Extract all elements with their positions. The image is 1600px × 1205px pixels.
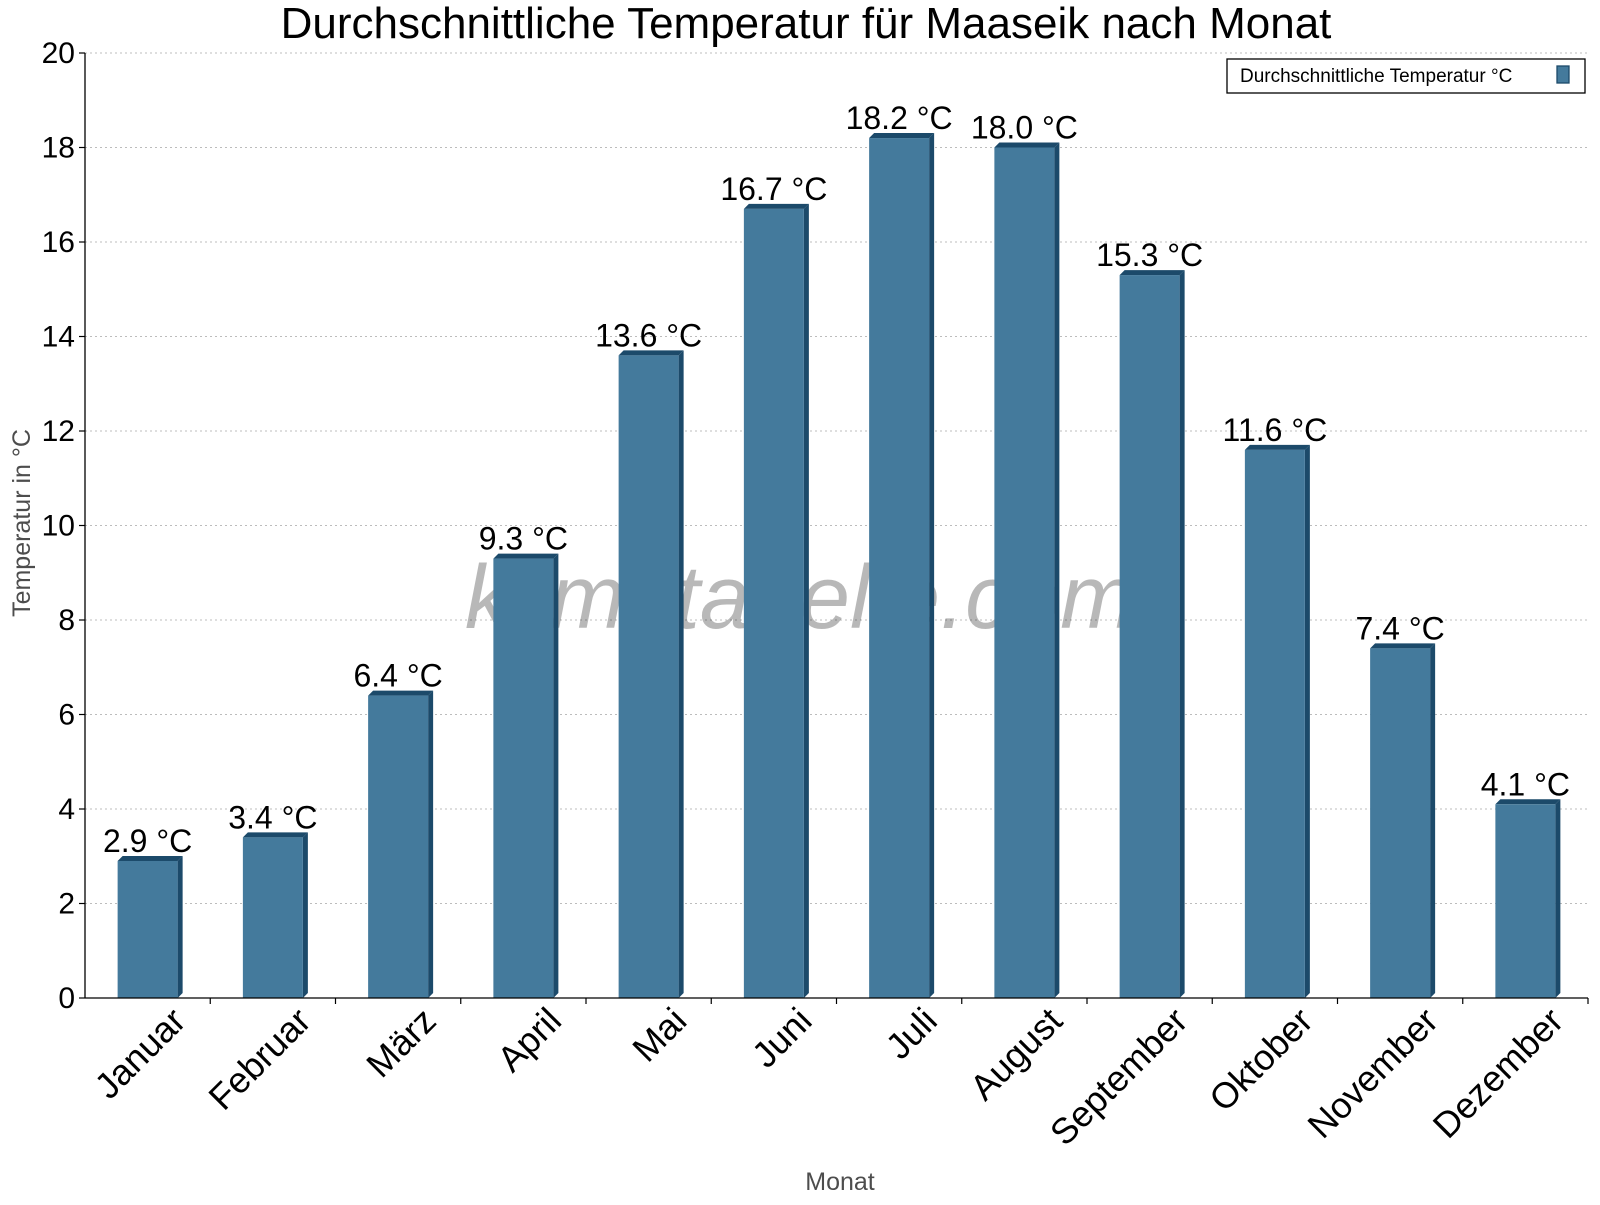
x-tick-label-1: Januar <box>86 1000 193 1107</box>
bar-front-6 <box>743 208 804 999</box>
y-tick-label-7: 14 <box>42 321 75 354</box>
y-tick-label-1: 2 <box>58 888 75 921</box>
bar-side-10 <box>1304 444 1310 998</box>
bar-2 <box>242 832 308 998</box>
axes <box>79 52 1589 1004</box>
bar-side-11 <box>1430 643 1436 998</box>
bar-front-12 <box>1495 804 1556 998</box>
bar-12 <box>1495 799 1561 998</box>
x-tick-label-8: August <box>962 1000 1070 1108</box>
y-tick-label-10: 20 <box>42 37 75 70</box>
bar-10 <box>1244 444 1310 998</box>
bar-front-2 <box>242 837 303 998</box>
value-label-11: 7.4 °C <box>1355 610 1444 646</box>
x-tick-label-11: November <box>1299 1000 1445 1146</box>
legend: Durchschnittliche Temperatur °C <box>1226 58 1586 94</box>
y-tick-label-6: 12 <box>42 415 75 448</box>
bar-front-1 <box>117 860 178 998</box>
bar-front-9 <box>1119 275 1180 998</box>
x-tick-label-7: Juli <box>878 1000 945 1067</box>
legend-swatch <box>1556 65 1570 84</box>
bar-4 <box>493 553 559 998</box>
value-label-10: 11.6 °C <box>1223 412 1328 448</box>
data-labels: 2.9 °C 3.4 °C 6.4 °C 9.3 °C 13.6 °C 16.7 °C 18… <box>103 100 1570 859</box>
bar-side-5 <box>678 350 684 998</box>
bar-5 <box>618 350 684 998</box>
x-tick-label-2: Februar <box>200 1000 318 1118</box>
x-axis-title: Monat <box>805 1168 875 1196</box>
value-label-12: 4.1 °C <box>1481 766 1570 802</box>
bar-3 <box>368 690 434 998</box>
bar-front-3 <box>368 695 429 998</box>
value-label-7: 18.2 °C <box>846 100 953 136</box>
bar-front-11 <box>1370 648 1431 998</box>
bar-8 <box>994 142 1060 998</box>
y-tick-label-0: 0 <box>58 982 75 1015</box>
bar-top-9 <box>1119 270 1185 276</box>
y-tick-label-2: 4 <box>58 793 75 826</box>
y-tick-label-5: 10 <box>42 510 75 543</box>
bar-side-8 <box>1054 142 1060 998</box>
y-tick-label-4: 8 <box>58 604 75 637</box>
value-label-2: 3.4 °C <box>228 799 317 835</box>
bar-side-9 <box>1179 270 1185 998</box>
bar-front-7 <box>869 138 930 999</box>
bars <box>117 133 1561 999</box>
bar-7 <box>869 133 935 999</box>
bar-front-10 <box>1244 449 1305 998</box>
bar-side-12 <box>1555 799 1561 998</box>
bar-front-4 <box>493 558 554 998</box>
bar-top-2 <box>242 832 308 838</box>
x-tick-label-9: September <box>1042 1000 1196 1154</box>
value-label-3: 6.4 °C <box>353 658 442 694</box>
bar-front-5 <box>618 355 679 998</box>
bar-top-11 <box>1370 643 1436 649</box>
x-tick-label-4: April <box>489 1000 569 1080</box>
bar-top-4 <box>493 553 559 559</box>
x-tick-label-12: Dezember <box>1425 1000 1571 1146</box>
y-axis-title: Temperatur in °C <box>8 429 36 617</box>
legend-series-name: Durchschnittliche Temperatur °C <box>1240 66 1512 87</box>
bar-top-10 <box>1244 444 1310 450</box>
value-label-5: 13.6 °C <box>595 317 702 353</box>
chart-title: Durchschnittliche Temperatur für Maaseik… <box>281 0 1332 48</box>
bar-top-3 <box>368 690 434 696</box>
bar-side-2 <box>302 832 308 998</box>
grid-lines <box>85 52 1588 904</box>
bar-top-1 <box>117 855 183 861</box>
bar-top-8 <box>994 142 1060 148</box>
bar-side-6 <box>803 203 809 999</box>
x-tick-label-3: März <box>358 1000 444 1086</box>
x-tick-label-5: Mai <box>624 1000 694 1070</box>
bar-6 <box>743 203 809 999</box>
bar-side-4 <box>553 553 559 998</box>
bar-1 <box>117 855 183 998</box>
value-label-4: 9.3 °C <box>479 521 568 557</box>
bar-9 <box>1119 270 1185 998</box>
bar-top-5 <box>618 350 684 356</box>
bar-top-7 <box>869 133 935 139</box>
value-label-6: 16.7 °C <box>720 171 827 207</box>
value-label-8: 18.0 °C <box>971 110 1078 146</box>
value-label-1: 2.9 °C <box>103 823 192 859</box>
bar-side-3 <box>428 690 434 998</box>
x-tick-label-10: Oktober <box>1201 1000 1321 1120</box>
y-tick-label-8: 16 <box>42 226 75 259</box>
bar-side-7 <box>929 133 935 999</box>
bar-top-6 <box>743 203 809 209</box>
legend-box <box>1226 58 1586 94</box>
bar-side-1 <box>177 855 183 998</box>
x-tick-label-6: Juni <box>744 1000 820 1076</box>
value-label-9: 15.3 °C <box>1096 237 1203 273</box>
y-tick-label-9: 18 <box>42 132 75 165</box>
bar-front-8 <box>994 147 1055 998</box>
bar-top-12 <box>1495 799 1561 805</box>
y-tick-label-3: 6 <box>58 699 75 732</box>
bar-11 <box>1370 643 1436 998</box>
